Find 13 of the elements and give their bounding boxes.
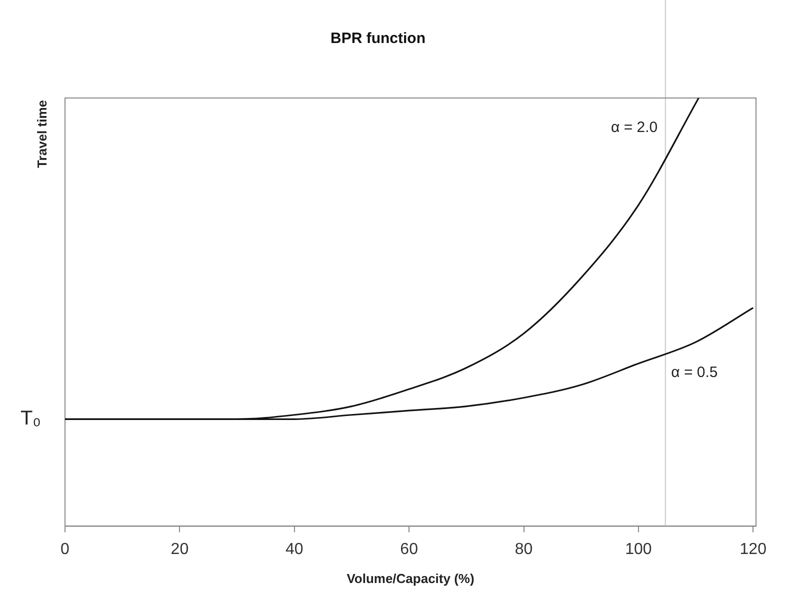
x-axis-title: Volume/Capacity (%) (346, 570, 474, 586)
series-label: α = 0.5 (671, 364, 718, 381)
series-label: α = 2.0 (611, 119, 658, 136)
x-tick-label: 100 (625, 541, 652, 558)
x-tick-label: 0 (60, 541, 70, 558)
x-tick-label: 40 (285, 541, 304, 558)
x-tick-label: 20 (170, 541, 189, 558)
chart-title: BPR function (330, 30, 426, 48)
y-axis-title: Travel time (34, 100, 50, 168)
x-tick-label: 120 (740, 541, 767, 558)
x-tick-label: 60 (400, 541, 418, 558)
x-tick-label: 80 (514, 541, 533, 558)
annotation: T₀ (20, 408, 41, 430)
